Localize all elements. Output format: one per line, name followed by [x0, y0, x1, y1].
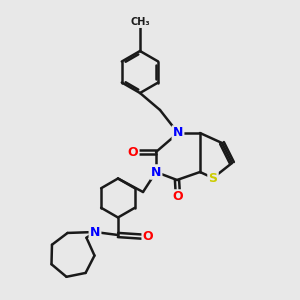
Text: N: N: [90, 226, 100, 238]
Text: O: O: [128, 146, 138, 158]
Text: S: S: [208, 172, 217, 184]
Text: N: N: [173, 127, 183, 140]
Text: CH₃: CH₃: [130, 17, 150, 27]
Text: O: O: [173, 190, 183, 203]
Text: N: N: [151, 166, 161, 178]
Text: O: O: [143, 230, 153, 244]
